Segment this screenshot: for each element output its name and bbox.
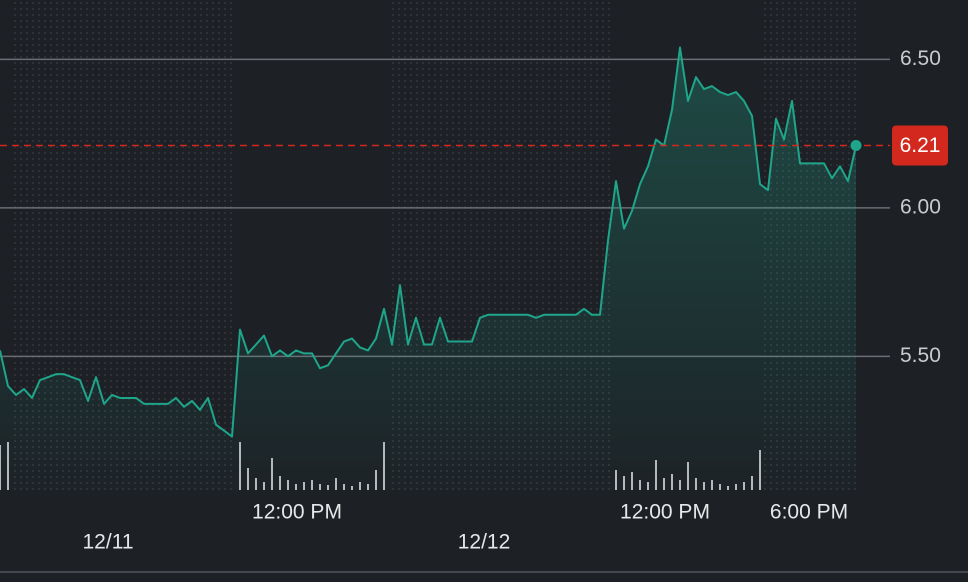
last-price-label: 6.21: [900, 134, 941, 157]
date-label: 12/12: [458, 531, 511, 554]
price-area: [0, 47, 856, 491]
price-line: [0, 46, 857, 438]
x-tick-label: 6:00 PM: [770, 501, 848, 524]
date-label: 12/11: [83, 531, 134, 554]
y-tick-label: 6.00: [900, 195, 941, 218]
last-price-dot: [850, 140, 862, 152]
last-price-box: [892, 125, 948, 166]
y-tick-label: 5.50: [900, 344, 941, 367]
y-tick-label: 6.50: [900, 47, 941, 70]
x-tick-label: 12:00 PM: [252, 501, 342, 524]
x-tick-label: 12:00 PM: [620, 501, 710, 524]
